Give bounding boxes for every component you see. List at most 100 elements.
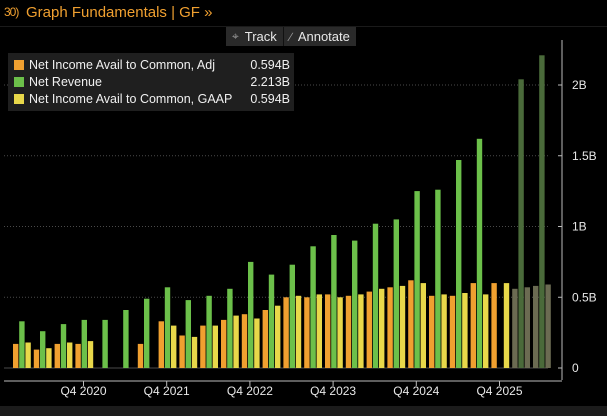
bar-gaap-9 (212, 325, 218, 368)
bar-adj-7 (158, 321, 164, 368)
legend-swatch-gaap (14, 94, 24, 104)
bar-gaap-17 (379, 288, 385, 368)
legend-item-adj[interactable]: Net Income Avail to Common, Adj 0.594B (8, 57, 294, 75)
title-bar: 30) Graph Fundamentals | GF » (0, 0, 607, 26)
legend-label: Net Income Avail to Common, GAAP (29, 92, 233, 106)
bar-revenue-3 (81, 319, 87, 368)
bar-adj-8 (179, 335, 185, 368)
legend-label: Net Income Avail to Common, Adj (29, 58, 215, 72)
bar-adj-10 (221, 319, 227, 368)
bar-revenue-19 (414, 191, 420, 368)
bar-adj-24 (512, 288, 518, 368)
bar-gaap-10 (233, 315, 239, 368)
bar-revenue-0 (19, 321, 25, 368)
bar-revenue-13 (289, 264, 295, 368)
bar-revenue-1 (40, 331, 46, 368)
legend-value: 0.594B (250, 92, 290, 106)
bar-gaap-7 (171, 325, 177, 368)
bar-adj-22 (470, 283, 476, 368)
bar-gaap-0 (25, 342, 31, 368)
bar-revenue-5 (123, 310, 129, 368)
x-tick-label: Q4 2024 (393, 384, 439, 398)
bar-gaap-2 (67, 342, 73, 368)
bar-adj-13 (283, 297, 289, 369)
x-tick-label: Q4 2021 (144, 384, 190, 398)
bar-revenue-8 (185, 300, 191, 368)
bar-revenue-20 (435, 189, 441, 368)
legend-item-revenue[interactable]: Net Revenue 2.213B (8, 74, 294, 92)
x-tick-label: Q4 2022 (227, 384, 273, 398)
bar-gaap-14 (316, 294, 322, 368)
bar-gaap-23 (503, 283, 510, 368)
status-bar (0, 406, 607, 416)
annotate-button[interactable]: ∕ Annotate (284, 27, 356, 46)
bar-gaap-22 (483, 294, 489, 368)
bar-gaap-13 (295, 295, 302, 368)
legend-swatch-adj (14, 60, 24, 70)
x-tick-label: Q4 2025 (476, 384, 522, 398)
bar-revenue-16 (352, 240, 358, 368)
bar-revenue-15 (331, 235, 337, 368)
bar-gaap-3 (87, 341, 94, 368)
bar-adj-21 (449, 295, 456, 368)
x-tick-label: Q4 2023 (310, 384, 356, 398)
legend-label: Net Revenue (29, 75, 102, 89)
bar-adj-20 (429, 295, 435, 368)
y-tick-label: 0 (572, 361, 579, 375)
bar-adj-19 (408, 280, 414, 368)
bar-adj-2 (54, 343, 60, 368)
toolbar-divider (282, 27, 284, 46)
legend-value: 0.594B (250, 58, 290, 72)
bar-gaap-24 (524, 287, 530, 368)
bar-revenue-21 (456, 160, 462, 368)
bar-adj-17 (366, 291, 372, 368)
bar-revenue-12 (268, 274, 275, 368)
bar-revenue-14 (310, 246, 316, 368)
window-number: 30) (4, 5, 19, 19)
bar-revenue-18 (393, 219, 399, 368)
bar-adj-18 (387, 287, 393, 368)
track-button[interactable]: ⌖ Track (226, 27, 283, 46)
bar-revenue-4 (102, 319, 108, 368)
bar-revenue-25 (539, 55, 545, 369)
bar-gaap-12 (275, 305, 281, 368)
bar-adj-9 (200, 325, 206, 368)
y-tick-label: 2B (572, 78, 587, 92)
crosshair-icon: ⌖ (232, 29, 239, 43)
bar-gaap-20 (441, 294, 447, 368)
bar-revenue-17 (372, 223, 379, 368)
y-tick-label: 1B (572, 220, 587, 234)
track-label: Track (244, 29, 277, 44)
bar-adj-6 (137, 343, 144, 368)
y-tick-label: 1.5B (572, 149, 597, 163)
bar-gaap-25 (545, 284, 551, 368)
bar-adj-3 (75, 343, 81, 368)
bar-revenue-10 (227, 288, 233, 368)
bar-chart[interactable]: 0 0.5B 1B 1.5B 2B Q4 2020 Q4 2021 Q4 2022 Q4 202… (0, 0, 607, 406)
bar-revenue-11 (248, 261, 254, 368)
x-tick-label: Q4 2020 (60, 384, 106, 398)
window-title[interactable]: Graph Fundamentals | GF » (26, 4, 213, 21)
bar-adj-23 (491, 283, 497, 368)
bar-adj-1 (33, 349, 40, 368)
legend-item-gaap[interactable]: Net Income Avail to Common, GAAP 0.594B (8, 91, 294, 109)
bar-revenue-24 (518, 79, 524, 369)
bar-adj-16 (345, 295, 352, 368)
bar-gaap-8 (191, 336, 198, 368)
pencil-icon: ∕ (289, 29, 292, 44)
bar-gaap-18 (399, 285, 406, 368)
bar-adj-25 (533, 285, 539, 368)
bar-revenue-9 (206, 295, 212, 368)
bar-gaap-21 (462, 293, 468, 368)
bar-gaap-15 (337, 297, 343, 369)
bar-revenue-22 (476, 138, 483, 368)
bar-gaap-11 (254, 318, 260, 368)
bar-gaap-1 (46, 348, 52, 368)
annotate-label: Annotate (297, 29, 350, 44)
bar-revenue-2 (60, 324, 67, 368)
bar-adj-11 (241, 314, 248, 368)
bar-gaap-19 (420, 283, 426, 368)
legend-value: 2.213B (250, 75, 290, 89)
bar-gaap-16 (358, 294, 364, 368)
bar-adj-14 (304, 297, 310, 369)
